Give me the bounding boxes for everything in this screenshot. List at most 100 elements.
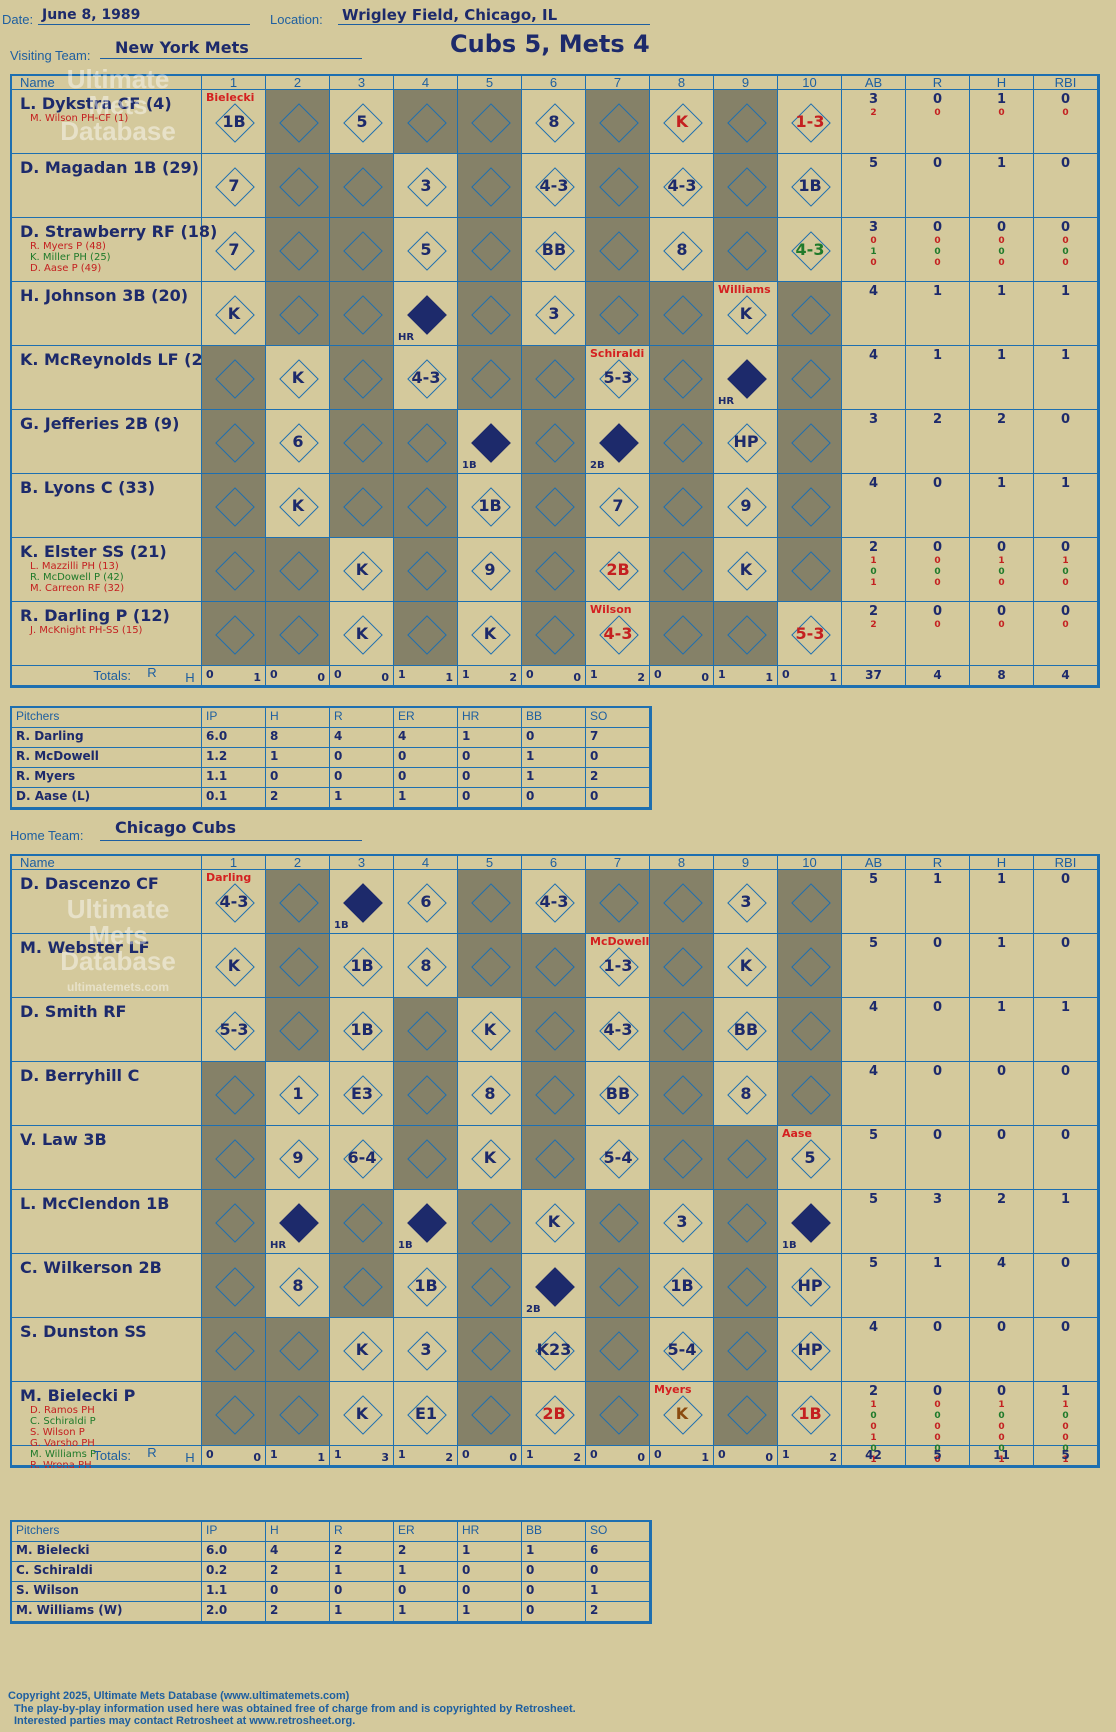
stat-cell: 0: [970, 1062, 1034, 1126]
inning-runs: 0: [334, 668, 342, 681]
batting-stat: 0: [932, 1384, 943, 1399]
batting-stat: 5: [868, 936, 879, 951]
play-result: 1B: [798, 1404, 822, 1423]
batting-stat: 1: [996, 476, 1007, 491]
substitute-stat: 0: [998, 1411, 1005, 1421]
pitchers-cell: 2.0: [202, 1602, 266, 1622]
inning-cell: [778, 934, 842, 998]
stat-cell: 5: [842, 154, 906, 218]
batting-stat: 1: [1060, 1192, 1071, 1207]
play-result: HR: [398, 332, 415, 343]
substitute-stat: 0: [870, 567, 877, 577]
substitute-stat: 0: [998, 567, 1005, 577]
stat-cell: 0: [906, 1126, 970, 1190]
base-diamond-icon: [407, 295, 447, 335]
play-result: 5-4: [603, 1148, 633, 1167]
inning-cell: [330, 154, 394, 218]
pitchers-header-cell: ER: [394, 708, 458, 728]
inning-cell: 7: [586, 474, 650, 538]
pitchers-cell: 8: [266, 728, 330, 748]
inning-cell: [394, 1126, 458, 1190]
stat-cell: 0: [1034, 870, 1098, 934]
total-stat-cell: 11: [970, 1446, 1034, 1466]
batting-stat: 5: [868, 872, 879, 887]
pitchers-header-cell: BB: [522, 708, 586, 728]
inning-cell: 5-3: [202, 998, 266, 1062]
player-name: M. Webster LF: [20, 938, 150, 957]
base-diamond-icon: [791, 1011, 831, 1051]
player-name: L. Dykstra CF (4): [20, 94, 172, 113]
batting-stat: 2: [868, 604, 879, 619]
stat-cell: 1: [970, 934, 1034, 998]
base-diamond-icon: [599, 167, 639, 207]
base-diamond-icon: [407, 1011, 447, 1051]
inning-cell: 1B: [330, 870, 394, 934]
inning-cell: [458, 346, 522, 410]
play-result: 1B: [462, 460, 477, 471]
pitchers-cell: 6: [586, 1542, 650, 1562]
inning-cell: [650, 282, 714, 346]
batting-stat: 0: [932, 1000, 943, 1015]
base-diamond-icon: [471, 103, 511, 143]
substitute-stat: 1: [1062, 556, 1069, 566]
batting-stat: 1: [996, 1000, 1007, 1015]
substitute-stat: 0: [998, 578, 1005, 588]
inning-cell: [394, 90, 458, 154]
batting-stat: 3: [868, 92, 879, 107]
batting-stat: 0: [1060, 936, 1071, 951]
inning-cell: 5 Aase: [778, 1126, 842, 1190]
pitchers-cell: 0: [522, 788, 586, 808]
inning-cell: K: [458, 1126, 522, 1190]
batting-stat: 4: [868, 1064, 879, 1079]
batting-stat: 0: [1060, 412, 1071, 427]
substitute-stat: 0: [934, 236, 941, 246]
pitchers-cell: 2: [586, 1602, 650, 1622]
inning-cell: [330, 1190, 394, 1254]
pitchers-cell: 1: [458, 1542, 522, 1562]
base-diamond-icon: [663, 883, 703, 923]
player-name-cell: K. Elster SS (21) L. Mazzilli PH (13) R. M…: [12, 538, 202, 602]
base-diamond-icon: [215, 1075, 255, 1115]
pitchers-cell: 2: [266, 1602, 330, 1622]
play-result: K: [291, 368, 305, 387]
inning-cell: K: [330, 602, 394, 666]
base-diamond-icon: [279, 167, 319, 207]
batting-stat: 0: [932, 1064, 943, 1079]
base-diamond-icon: [727, 615, 767, 655]
player-name: G. Jefferies 2B (9): [20, 414, 180, 433]
base-diamond-icon: [535, 1075, 575, 1115]
inning-cell: [586, 282, 650, 346]
inning-cell: E1: [394, 1382, 458, 1446]
inning-cell: K: [330, 538, 394, 602]
play-result: 9: [740, 496, 752, 515]
stat-cell: 0: [1034, 1318, 1098, 1382]
inning-cell: [650, 346, 714, 410]
total-stat: 4: [1061, 668, 1070, 682]
substitute-stat: 1: [998, 1455, 1005, 1465]
stat-cell: 4: [842, 346, 906, 410]
inning-cell: K Myers: [650, 1382, 714, 1446]
base-diamond-icon: [471, 295, 511, 335]
play-result: E3: [350, 1084, 374, 1103]
pitchers-cell: 0: [586, 788, 650, 808]
batting-stat: 5: [868, 1256, 879, 1271]
pitchers-header-cell: HR: [458, 708, 522, 728]
inning-cell: [394, 1062, 458, 1126]
substitute-name: D. Ramos PH: [30, 1405, 95, 1416]
play-result: 5-3: [795, 624, 825, 643]
batting-stat: 0: [1060, 1128, 1071, 1143]
player-name-cell: S. Dunston SS: [12, 1318, 202, 1382]
inning-cell: [586, 1382, 650, 1446]
inning-header: 2: [266, 76, 330, 90]
watermark-logo: Ultimate Mets Database ultimatemets.com: [48, 896, 188, 1000]
pitchers-cell: 2: [266, 788, 330, 808]
base-diamond-icon: [791, 947, 831, 987]
player-name: K. McReynolds LF (22): [20, 350, 222, 369]
base-diamond-icon: [471, 947, 511, 987]
base-diamond-icon: [663, 1139, 703, 1179]
inning-header: 3: [330, 856, 394, 870]
